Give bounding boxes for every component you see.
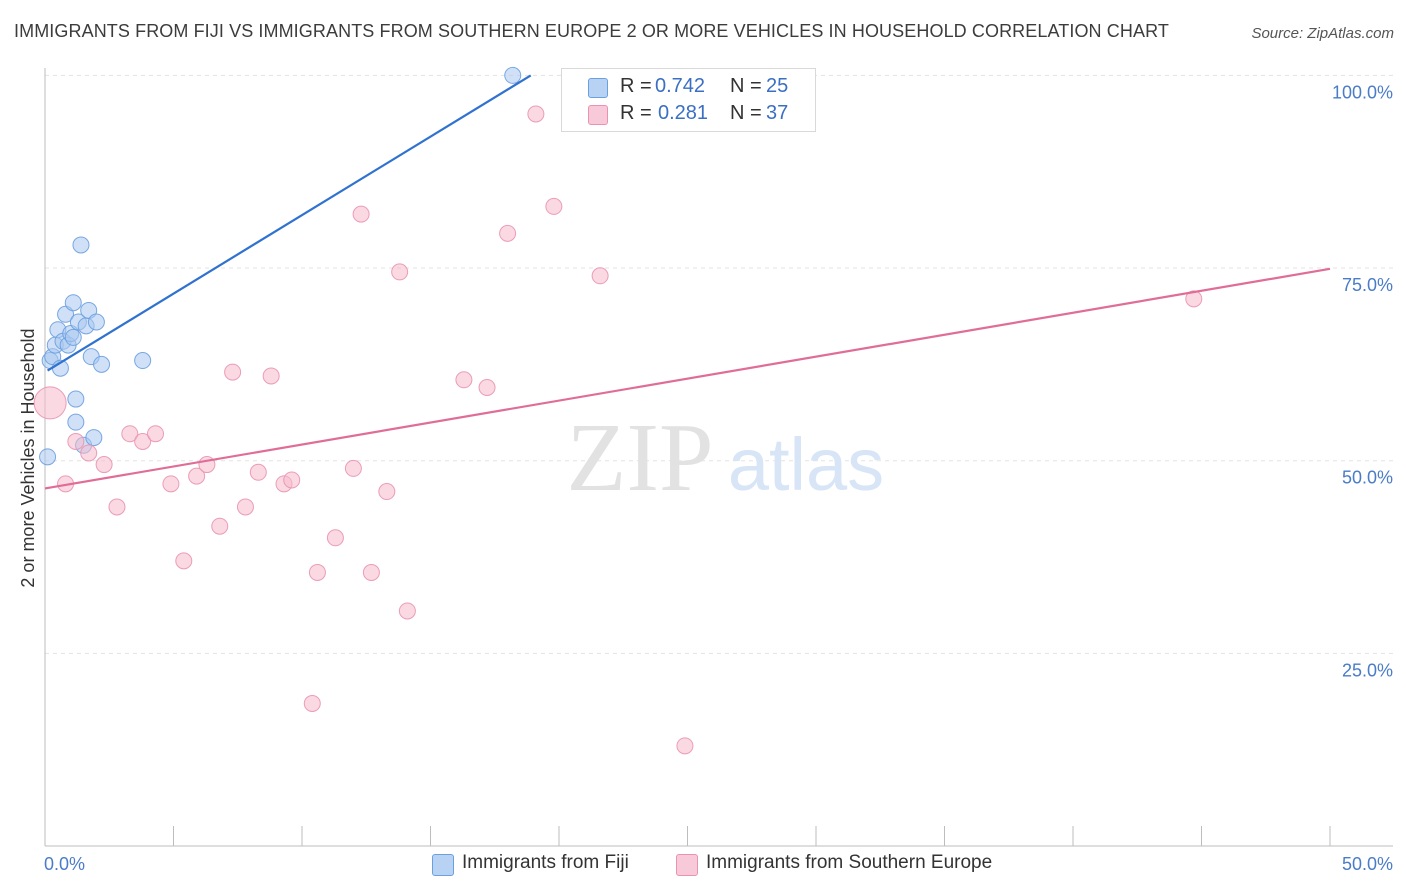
chart-title: IMMIGRANTS FROM FIJI VS IMMIGRANTS FROM … [14,21,1169,41]
point-southern-europe-25 [362,563,380,581]
series-southern-europe [33,105,1203,755]
trend-lines [44,74,1331,490]
bottom-legend-swatch-fiji [432,854,454,876]
point-fiji-22 [93,355,111,373]
y-tick-label-3: 100.0% [1332,82,1393,102]
point-southern-europe-26 [378,483,396,501]
point-southern-europe-4 [95,456,113,474]
point-southern-europe-27 [391,263,409,281]
legend-fiji-n-value: 25 [766,75,789,97]
point-southern-europe-6 [121,425,139,443]
point-fiji-13 [67,413,85,431]
legend-se-r-label: R = [620,102,652,124]
point-southern-europe-10 [175,552,193,570]
watermark-zip: ZIP [567,404,714,512]
watermark-atlas: atlas [728,423,884,506]
point-southern-europe-20 [303,694,321,712]
legend-se-r-value: 0.281 [658,102,709,124]
trend-line-southern-europe [44,267,1331,490]
point-southern-europe-30 [478,379,496,396]
point-southern-europe-11 [188,467,206,485]
x-tick-label-min: 0.0% [44,854,85,874]
x-tick-label-max: 50.0% [1342,854,1393,874]
legend-fiji-r-value: 0.742 [655,75,706,97]
point-southern-europe-7 [134,432,152,450]
legend-se-n-label: N = [730,102,762,124]
point-southern-europe-0 [33,386,67,420]
point-fiji-24 [504,66,522,84]
point-southern-europe-3 [80,444,98,462]
point-fiji-15 [72,236,90,254]
axes [44,68,1393,847]
legend-swatch-fiji [588,78,608,98]
legend-fiji-n-label: N = [730,75,762,97]
point-southern-europe-28 [398,602,416,620]
bottom-legend-swatch-southern-europe [676,854,698,876]
point-southern-europe-15 [236,498,254,516]
point-southern-europe-2 [67,432,85,450]
point-southern-europe-23 [344,459,362,477]
point-southern-europe-33 [545,197,563,215]
point-southern-europe-14 [224,363,242,381]
y-tick-label-2: 75.0% [1342,275,1393,295]
point-southern-europe-22 [326,529,344,547]
grid-lines [45,74,1393,654]
point-fiji-11 [64,294,82,312]
point-fiji-20 [85,429,103,447]
point-fiji-21 [87,313,105,331]
y-tick-label-0: 25.0% [1342,660,1393,680]
bottom-legend-label-fiji: Immigrants from Fiji [462,852,629,873]
legend: R = 0.742 N = 25 R = 0.281 N = 37 [561,68,816,132]
y-axis-title: 2 or more Vehicles in Household [18,328,38,587]
point-southern-europe-29 [455,371,473,389]
point-southern-europe-32 [527,105,545,123]
point-fiji-10 [64,328,82,346]
chart-source: Source: ZipAtlas.com [1251,25,1394,42]
point-southern-europe-5 [108,498,126,516]
point-southern-europe-13 [211,517,229,535]
point-southern-europe-19 [283,471,301,489]
point-southern-europe-9 [162,475,180,493]
point-fiji-12 [67,390,85,408]
y-tick-labels: 25.0% 50.0% 75.0% 100.0% [1332,82,1393,680]
point-southern-europe-8 [147,425,165,443]
point-southern-europe-16 [249,463,267,481]
point-southern-europe-21 [308,563,326,581]
legend-fiji-r-label: R = [620,75,652,97]
point-southern-europe-17 [262,367,280,385]
point-southern-europe-31 [499,224,517,242]
y-tick-label-1: 50.0% [1342,468,1393,488]
point-fiji-23 [134,352,152,370]
point-southern-europe-24 [352,205,370,223]
point-southern-europe-35 [676,737,694,755]
bottom-legend-label-southern-europe: Immigrants from Southern Europe [706,852,993,873]
point-southern-europe-34 [591,267,609,285]
legend-swatch-southern-europe [588,105,608,125]
legend-se-n-value: 37 [766,102,789,124]
point-fiji-0 [39,448,57,466]
point-southern-europe-36 [1185,290,1203,308]
series-fiji [39,66,522,466]
trend-line-fiji [46,74,532,372]
